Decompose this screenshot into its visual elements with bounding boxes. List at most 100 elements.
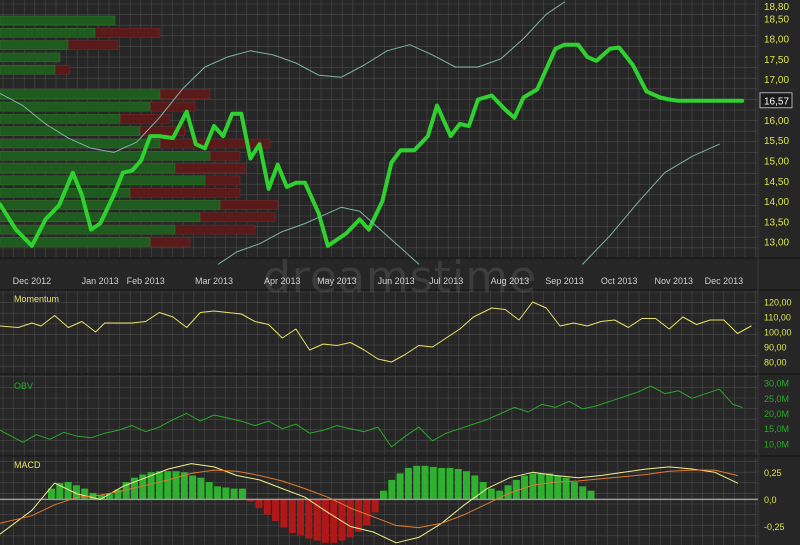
macd-histogram-bar	[471, 475, 479, 500]
macd-histogram-bar	[512, 479, 520, 500]
macd-histogram-bar	[546, 473, 553, 500]
date-tick-label: Apr 2013	[264, 276, 301, 286]
macd-histogram-bar	[380, 490, 387, 500]
macd-histogram-bar	[446, 467, 454, 500]
panel-titles: Momentum OBV MACD	[14, 294, 59, 470]
volume-bar-green	[0, 15, 116, 26]
macd-histogram-bar	[97, 495, 105, 500]
date-tick-label: Dec 2013	[705, 276, 744, 286]
date-tick-label: Dec 2012	[13, 276, 52, 286]
date-tick-label: May 2013	[317, 276, 357, 286]
series-layer	[0, 1, 758, 544]
macd-histogram-bar	[330, 499, 338, 543]
macd-histogram-bar	[230, 488, 238, 500]
macd-histogram-bar	[504, 485, 512, 500]
macd-histogram-bar	[346, 499, 354, 538]
macd-tick-label: 0,25	[764, 468, 782, 478]
macd-histogram-bar	[155, 471, 163, 500]
macd-histogram-bar	[313, 499, 321, 541]
macd-tick-label: 0,0	[764, 495, 777, 505]
macd-histogram-bar	[114, 489, 122, 500]
macd-histogram-bar	[371, 499, 379, 513]
macd-histogram-bar	[479, 482, 487, 500]
macd-histogram-bar	[72, 485, 80, 500]
macd-histogram-bar	[421, 465, 429, 500]
macd-histogram-bar	[272, 499, 280, 522]
macd-histogram-bar	[172, 471, 180, 500]
price-tick-label: 13,50	[764, 217, 789, 228]
macd-histogram-bar	[579, 486, 587, 500]
macd-title: MACD	[14, 460, 41, 470]
macd-histogram-bar	[496, 490, 504, 500]
date-tick-label: Jun 2013	[378, 276, 415, 286]
macd-histogram-bar	[338, 499, 346, 541]
signal-line	[0, 469, 738, 529]
last-value-box	[759, 92, 793, 109]
macd-histogram-bar	[396, 473, 404, 500]
macd-histogram-bar	[255, 499, 263, 509]
moving-average-line	[218, 206, 420, 265]
price-tick-label: 15,50	[764, 136, 789, 147]
macd-histogram-bar	[147, 472, 155, 500]
volume-bar-green	[0, 40, 69, 50]
macd-histogram-bar	[463, 471, 470, 500]
macd-histogram-bar	[197, 477, 205, 500]
date-tick-label: Feb 2013	[127, 276, 165, 286]
macd-histogram-bar	[521, 475, 529, 500]
macd-histogram-bar	[487, 488, 495, 500]
obv-tick-label: 20,0M	[764, 409, 789, 419]
macd-histogram-bar	[429, 466, 437, 500]
momentum-tick-label: 90,00	[764, 343, 787, 353]
price-tick-label: 17,50	[764, 55, 789, 66]
momentum-line	[0, 301, 752, 363]
macd-histogram-bar	[321, 499, 329, 543]
macd-histogram-bar	[363, 499, 371, 526]
macd-histogram-bar	[355, 499, 363, 532]
moving-average-line	[0, 1, 565, 153]
macd-histogram-bar	[288, 499, 296, 533]
macd-histogram-bar	[48, 488, 55, 500]
momentum-tick-label: 100,00	[764, 328, 792, 338]
obv-tick-label: 30,0M	[764, 379, 789, 389]
volume-bar-green	[0, 224, 176, 235]
momentum-title: Momentum	[14, 294, 59, 304]
price-tick-label: 18,00	[764, 35, 789, 46]
volume-bar-green	[0, 28, 96, 38]
momentum-tick-label: 120,00	[764, 298, 792, 308]
momentum-tick-label: 110,00	[764, 313, 791, 323]
macd-histogram-bar	[529, 473, 537, 500]
macd-histogram-bar	[164, 471, 172, 500]
date-tick-label: Sep 2013	[545, 276, 584, 286]
macd-histogram-bar	[106, 494, 114, 500]
volume-bar-green	[0, 64, 56, 75]
macd-histogram-bar	[81, 488, 89, 500]
macd-histogram-bar	[238, 488, 246, 500]
macd-histogram-bar	[214, 486, 221, 500]
obv-title: OBV	[14, 381, 33, 391]
date-tick-label: Mar 2013	[195, 276, 233, 286]
macd-histogram-bar	[562, 477, 570, 500]
macd-histogram-bar	[64, 482, 72, 500]
macd-histogram-bar	[222, 487, 230, 500]
macd-histogram-bar	[554, 475, 562, 500]
price-tick-label: 18,50	[764, 14, 789, 25]
macd-histogram-bar	[587, 490, 595, 500]
macd-histogram-bar	[180, 472, 188, 500]
obv-line	[0, 385, 743, 448]
macd-histogram-bar	[454, 469, 462, 500]
price-tick-label: 14,00	[764, 197, 789, 208]
volume-bar-green	[0, 114, 121, 124]
momentum-tick-label: 80,00	[764, 358, 787, 368]
macd-histogram-bar	[139, 474, 147, 500]
moving-average-line	[582, 143, 720, 265]
macd-histogram-bar	[56, 483, 64, 500]
obv-tick-label: 10,0M	[764, 439, 789, 449]
macd-histogram-bar	[263, 499, 271, 515]
macd-histogram-bar	[305, 499, 313, 539]
volume-bar-green	[0, 52, 61, 63]
macd-histogram-bar	[438, 467, 446, 500]
macd-histogram-bar	[413, 465, 421, 500]
volume-bar-green	[0, 175, 206, 186]
volume-bar-green	[0, 237, 151, 247]
